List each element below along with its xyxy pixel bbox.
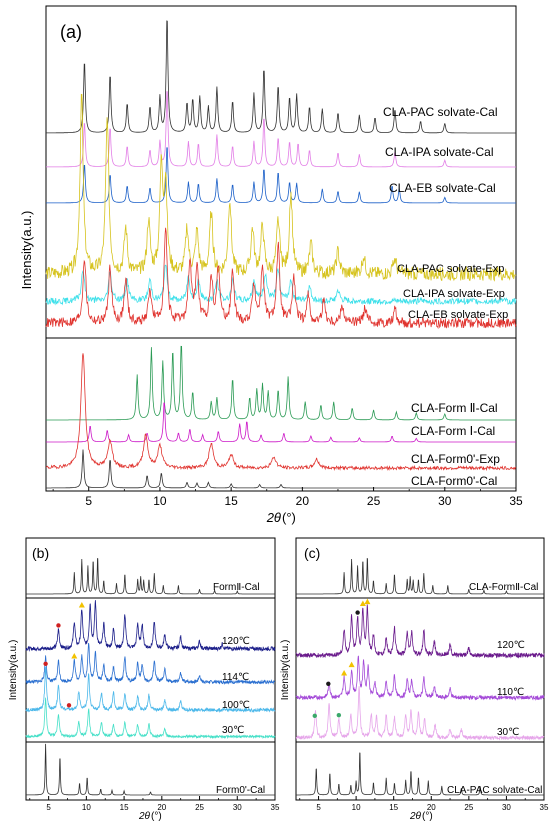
panel-b-label: (b) xyxy=(32,545,49,561)
pattern-b-2 xyxy=(25,643,276,685)
a-xtick-label: 20 xyxy=(296,494,310,508)
marker-c-triangle xyxy=(364,598,371,605)
label-ipa-exp: CLA-IPA solvate-Exp xyxy=(403,288,505,300)
b-xtick-label: 5 xyxy=(46,803,51,812)
pattern-b-0 xyxy=(26,558,275,595)
pattern-a-8 xyxy=(45,353,517,472)
label-c-formII: CLA-FormⅡ-Cal xyxy=(469,582,538,593)
marker-c-dot xyxy=(312,713,317,719)
c-xtick-label: 20 xyxy=(427,803,436,812)
c-xtick-label: 15 xyxy=(389,803,398,812)
panel-c-frame xyxy=(295,537,545,801)
b-xtick-label: 30 xyxy=(233,803,242,812)
panel-c-xlabel-symbol: 2θ xyxy=(409,811,422,822)
marker-c-triangle xyxy=(359,600,366,607)
panel-a-label: (a) xyxy=(60,22,82,42)
pattern-a-7 xyxy=(46,402,516,443)
label-b-form0: Form0'-Cal xyxy=(216,785,265,796)
marker-b-dot xyxy=(66,703,72,708)
marker-c-dot xyxy=(326,681,331,686)
a-xtick-label: 15 xyxy=(224,494,238,508)
label-pac-cal: CLA-PAC solvate-Cal xyxy=(383,105,497,119)
label-eb-exp: CLA-EB solvate-Exp xyxy=(408,309,508,321)
panel-c-xlabel-unit: (°) xyxy=(422,811,433,822)
pattern-c-4 xyxy=(296,752,544,796)
pattern-a-1 xyxy=(46,91,516,168)
a-xtick-label: 5 xyxy=(85,494,92,508)
c-xtick-label: 35 xyxy=(540,803,549,812)
label-b-100: 100℃ xyxy=(222,700,250,711)
pattern-a-0 xyxy=(46,20,516,134)
marker-b-dot xyxy=(43,661,48,666)
marker-b-dot xyxy=(56,623,61,628)
b-xtick-label: 25 xyxy=(195,803,204,812)
panel-a-xlabel-symbol: 2θ xyxy=(266,510,281,525)
marker-c-dot xyxy=(336,712,342,718)
c-xtick-label: 5 xyxy=(316,803,321,812)
pattern-b-4 xyxy=(25,697,276,740)
panel-c-label: (c) xyxy=(304,545,320,561)
label-formI-cal: CLA-Form Ⅰ-Cal xyxy=(411,424,495,438)
panel-b-xlabel-symbol: 2θ xyxy=(138,811,151,822)
pattern-a-5 xyxy=(45,227,517,330)
panel-c: (c) Intensity(a.u.) 5 10 15 20 25 30 35 2θ (°)… xyxy=(280,537,549,822)
pattern-a-9 xyxy=(46,449,516,489)
label-c-110: 110℃ xyxy=(497,687,524,698)
panel-a-xlabel-unit: (°) xyxy=(282,510,296,525)
pattern-a-2 xyxy=(46,147,516,204)
label-b-30: 30℃ xyxy=(222,725,244,736)
marker-b-triangle xyxy=(71,653,78,659)
pattern-b-5 xyxy=(25,743,275,796)
b-xtick-label: 15 xyxy=(120,803,129,812)
a-xtick-label: 30 xyxy=(438,494,452,508)
b-xtick-label: 10 xyxy=(82,803,91,812)
panel-a: (a) Intensity(a.u.) 5 10 15 20 25 30 35 2θ (°)… xyxy=(19,5,523,525)
label-c-120: 120℃ xyxy=(497,640,525,651)
panel-a-frame xyxy=(45,5,517,492)
label-eb-cal: CLA-EB solvate-Cal xyxy=(389,181,496,195)
panel-b-xlabel-unit: (°) xyxy=(151,811,162,822)
label-ipa-cal: CLA-IPA solvate-Cal xyxy=(385,145,494,159)
panel-c-ylabel: Intensity(a.u.) xyxy=(280,640,291,701)
marker-c-triangle xyxy=(341,669,348,676)
label-pac-exp: CLA-PAC solvate-Exp xyxy=(397,263,504,275)
label-b-120: 120℃ xyxy=(222,636,250,647)
label-c-30: 30℃ xyxy=(497,727,519,738)
marker-b-triangle xyxy=(78,601,85,608)
pattern-c-0 xyxy=(296,558,544,595)
pattern-c-3 xyxy=(295,686,545,741)
pattern-b-1 xyxy=(25,600,276,653)
pattern-a-3 xyxy=(45,93,517,282)
label-form0-cal: CLA-Form0'-Cal xyxy=(411,474,497,488)
c-xtick-label: 25 xyxy=(464,803,473,812)
a-xtick-label: 35 xyxy=(509,494,523,508)
c-xtick-label: 30 xyxy=(502,803,511,812)
pattern-a-6 xyxy=(46,345,516,421)
pattern-c-1 xyxy=(295,604,545,659)
pattern-c-2 xyxy=(295,655,545,702)
panel-a-ylabel: Intensity(a.u.) xyxy=(19,211,34,290)
a-xtick-label: 10 xyxy=(153,494,167,508)
label-c-pac: CLA-PAC solvate-Cal xyxy=(447,785,542,796)
label-b-formII: FormⅡ-Cal xyxy=(213,582,260,593)
panel-b-frame xyxy=(25,537,276,801)
pattern-b-3 xyxy=(25,666,276,714)
c-xtick-label: 10 xyxy=(352,803,361,812)
b-xtick-label: 20 xyxy=(157,803,166,812)
label-form0-exp: CLA-Form0'-Exp xyxy=(411,452,500,466)
marker-c-triangle xyxy=(348,661,355,668)
panel-b: (b) Intensity(a.u.) 5 10 15 20 25 30 35 2θ (°)… xyxy=(8,537,280,822)
panel-b-ylabel: Intensity(a.u.) xyxy=(8,640,19,701)
label-b-114: 114℃ xyxy=(222,672,249,683)
label-formII-cal: CLA-Form Ⅱ-Cal xyxy=(411,401,498,415)
a-xtick-label: 25 xyxy=(367,494,381,508)
marker-c-dot xyxy=(355,610,360,615)
b-xtick-label: 35 xyxy=(271,803,280,812)
